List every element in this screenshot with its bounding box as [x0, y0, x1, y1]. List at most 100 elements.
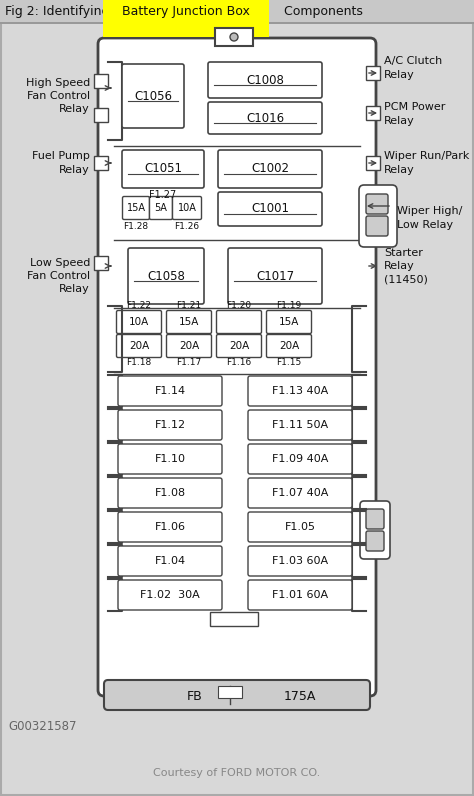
Text: 20A: 20A [279, 341, 299, 351]
FancyBboxPatch shape [122, 197, 149, 220]
FancyBboxPatch shape [248, 546, 352, 576]
FancyBboxPatch shape [118, 376, 222, 406]
Text: PCM Power
Relay: PCM Power Relay [384, 103, 446, 126]
Text: F1.21: F1.21 [176, 301, 201, 310]
FancyBboxPatch shape [366, 531, 384, 551]
Text: Fig 2: Identifying: Fig 2: Identifying [5, 6, 113, 18]
Circle shape [230, 33, 238, 41]
Bar [215, 28, 253, 46]
FancyBboxPatch shape [118, 546, 222, 576]
FancyBboxPatch shape [217, 310, 262, 334]
FancyBboxPatch shape [228, 248, 322, 304]
Text: 175A: 175A [284, 689, 316, 703]
Text: Wiper High/
Low Relay: Wiper High/ Low Relay [397, 206, 462, 229]
FancyBboxPatch shape [208, 102, 322, 134]
Text: F1.27: F1.27 [149, 190, 177, 200]
Text: C1016: C1016 [246, 111, 284, 124]
FancyBboxPatch shape [266, 310, 311, 334]
FancyBboxPatch shape [248, 512, 352, 542]
FancyBboxPatch shape [218, 150, 322, 188]
Text: F1.19: F1.19 [276, 301, 301, 310]
Bar [0, 0, 474, 22]
Text: Courtesy of FORD MOTOR CO.: Courtesy of FORD MOTOR CO. [154, 768, 320, 778]
FancyBboxPatch shape [359, 185, 397, 247]
Text: F1.02  30A: F1.02 30A [140, 590, 200, 600]
Bar [94, 108, 108, 122]
FancyBboxPatch shape [366, 216, 388, 236]
Text: F1.09 40A: F1.09 40A [272, 454, 328, 464]
FancyBboxPatch shape [248, 376, 352, 406]
Bar [210, 612, 258, 626]
Text: 10A: 10A [178, 203, 196, 213]
FancyBboxPatch shape [118, 580, 222, 610]
Text: F1.14: F1.14 [155, 386, 185, 396]
Text: 20A: 20A [179, 341, 199, 351]
Text: Wiper Run/Park
Relay: Wiper Run/Park Relay [384, 151, 469, 174]
Text: C1008: C1008 [246, 73, 284, 87]
FancyBboxPatch shape [117, 334, 162, 357]
FancyBboxPatch shape [360, 501, 390, 559]
Text: F1.22: F1.22 [127, 301, 152, 310]
Text: Components: Components [280, 6, 363, 18]
Text: F1.04: F1.04 [155, 556, 185, 566]
Text: 20A: 20A [129, 341, 149, 351]
Bar [366, 156, 380, 170]
Text: F1.05: F1.05 [284, 522, 316, 532]
Bar [94, 256, 108, 270]
Text: F1.26: F1.26 [174, 222, 200, 231]
Text: 10A: 10A [129, 317, 149, 327]
Bar [218, 686, 242, 698]
Bar [366, 106, 380, 120]
FancyBboxPatch shape [122, 64, 184, 128]
Text: F1.01 60A: F1.01 60A [272, 590, 328, 600]
Text: 15A: 15A [127, 203, 146, 213]
Text: C1017: C1017 [256, 270, 294, 283]
Text: Low Speed
Fan Control
Relay: Low Speed Fan Control Relay [27, 258, 90, 295]
FancyBboxPatch shape [173, 197, 201, 220]
FancyBboxPatch shape [117, 310, 162, 334]
Text: F1.07 40A: F1.07 40A [272, 488, 328, 498]
FancyBboxPatch shape [218, 192, 322, 226]
Text: 15A: 15A [179, 317, 199, 327]
Text: F1.28: F1.28 [123, 222, 148, 231]
Text: Starter
Relay
(11450): Starter Relay (11450) [384, 248, 428, 284]
FancyBboxPatch shape [118, 410, 222, 440]
Text: F1.15: F1.15 [276, 358, 301, 367]
Bar [0, 22, 474, 24]
FancyBboxPatch shape [248, 580, 352, 610]
Text: F1.08: F1.08 [155, 488, 185, 498]
Text: 20A: 20A [229, 341, 249, 351]
Text: G00321587: G00321587 [8, 720, 76, 733]
Text: A/C Clutch
Relay: A/C Clutch Relay [384, 57, 442, 80]
FancyBboxPatch shape [166, 334, 211, 357]
FancyBboxPatch shape [366, 509, 384, 529]
Text: F1.16: F1.16 [227, 358, 252, 367]
Bar [94, 74, 108, 88]
Text: F1.10: F1.10 [155, 454, 185, 464]
FancyBboxPatch shape [166, 310, 211, 334]
FancyBboxPatch shape [248, 410, 352, 440]
Text: F1.06: F1.06 [155, 522, 185, 532]
Text: F1.13 40A: F1.13 40A [272, 386, 328, 396]
Text: C1058: C1058 [147, 270, 185, 283]
Text: F1.03 60A: F1.03 60A [272, 556, 328, 566]
FancyBboxPatch shape [248, 478, 352, 508]
Text: C1056: C1056 [134, 89, 172, 103]
Bar [366, 66, 380, 80]
FancyBboxPatch shape [366, 194, 388, 214]
FancyBboxPatch shape [118, 444, 222, 474]
Text: Battery Junction Box: Battery Junction Box [122, 6, 250, 18]
Text: FB: FB [187, 689, 203, 703]
FancyBboxPatch shape [98, 38, 376, 696]
Bar [94, 156, 108, 170]
FancyBboxPatch shape [118, 478, 222, 508]
FancyBboxPatch shape [217, 334, 262, 357]
Text: Fuel Pump
Relay: Fuel Pump Relay [32, 151, 90, 174]
Text: F1.20: F1.20 [227, 301, 252, 310]
FancyBboxPatch shape [248, 444, 352, 474]
Text: C1001: C1001 [251, 202, 289, 216]
FancyBboxPatch shape [122, 150, 204, 188]
Text: High Speed
Fan Control
Relay: High Speed Fan Control Relay [26, 78, 90, 114]
FancyBboxPatch shape [208, 62, 322, 98]
Text: C1051: C1051 [144, 162, 182, 175]
